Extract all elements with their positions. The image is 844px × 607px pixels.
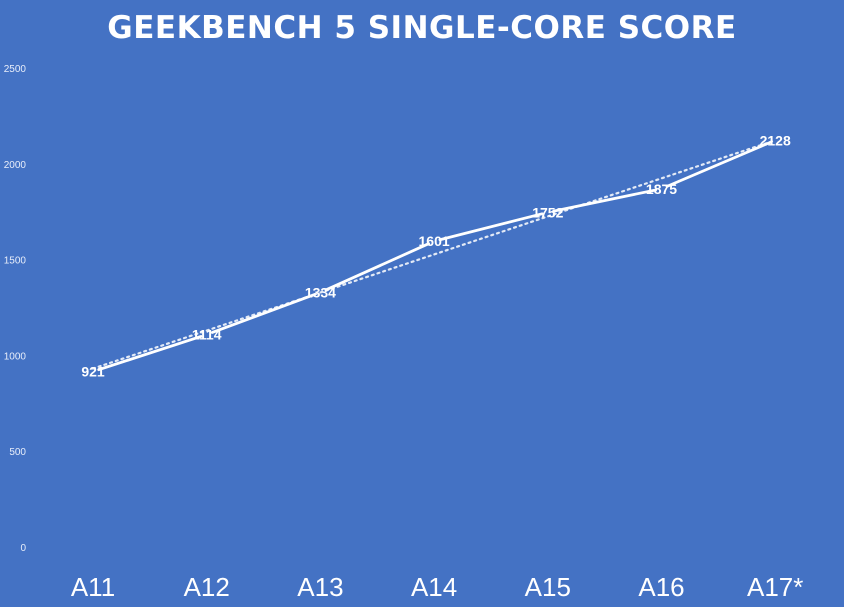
series-line-segment	[324, 242, 431, 292]
series-line-segment	[438, 212, 544, 242]
data-labels: 921 1114 1334 1601 1752 1875 2128	[81, 132, 791, 379]
trendline-group	[91, 139, 777, 370]
x-tick-label: A15	[525, 572, 571, 602]
x-tick-label: A16	[638, 572, 684, 602]
series-line-segment	[97, 335, 203, 372]
x-tick-label: A13	[297, 572, 343, 602]
x-tick-label: A17*	[747, 572, 803, 602]
series-line-segment	[552, 188, 658, 213]
y-axis-ticks: 0 500 1000 1500 2000 2500	[4, 64, 27, 554]
trendline	[91, 139, 777, 370]
y-tick-label: 2500	[4, 64, 27, 75]
series-line-segment	[665, 141, 772, 188]
chart-title: GEEKBENCH 5 SINGLE-CORE SCORE	[107, 10, 737, 46]
x-axis-ticks: A11 A12 A13 A14 A15 A16 A17*	[71, 572, 804, 602]
data-label: 1752	[532, 204, 563, 220]
data-label: 1334	[305, 284, 336, 300]
data-label: 1601	[419, 233, 450, 249]
y-tick-label: 500	[9, 447, 26, 458]
y-tick-label: 1000	[4, 351, 27, 362]
x-tick-label: A11	[71, 572, 115, 602]
drop-lines	[92, 154, 776, 540]
data-label: 1114	[192, 327, 222, 343]
y-tick-label: 2000	[4, 160, 27, 171]
y-tick-label: 1500	[4, 256, 27, 267]
x-tick-label: A14	[411, 572, 457, 602]
data-label: 2128	[760, 132, 791, 148]
data-label: 1875	[646, 181, 677, 197]
series-line-segment	[210, 293, 317, 334]
x-tick-label: A12	[184, 572, 230, 602]
y-tick-label: 0	[20, 543, 26, 554]
data-label: 921	[81, 364, 105, 380]
series-line-group	[97, 141, 772, 372]
